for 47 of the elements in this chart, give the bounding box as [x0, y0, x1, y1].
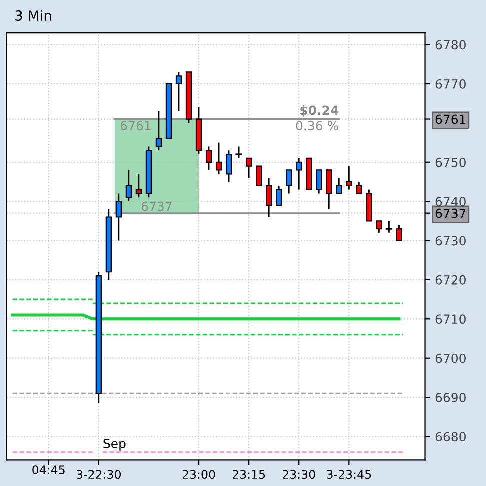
y-tick-label: 6700: [436, 354, 466, 364]
y-tick-label: 6690: [436, 393, 466, 402]
candlestick: [216, 142, 222, 175]
candlestick: [156, 110, 162, 152]
x-tick-label: 3-23:45: [327, 470, 372, 480]
candlestick: [286, 170, 292, 194]
candlestick: [346, 166, 352, 191]
y-tick-label: 6780: [436, 40, 466, 50]
candlestick: [236, 146, 242, 160]
x-tick-label: 23:30: [282, 470, 316, 480]
candlestick: [246, 158, 252, 179]
y-tick-label: 6720: [436, 275, 466, 285]
candlestick: [376, 220, 382, 234]
candlestick: [326, 170, 332, 210]
candlestick: [276, 185, 282, 206]
text: 04:45: [32, 466, 65, 475]
candlestick: [256, 166, 262, 186]
candlestick: [206, 146, 212, 171]
candlestick: [336, 177, 342, 194]
candlestick: [356, 181, 362, 194]
candlestick: [176, 72, 182, 112]
x-tick-label: 3-22:30: [76, 470, 122, 480]
candlestick: [316, 170, 322, 194]
candlestick: [386, 220, 393, 234]
annotation: 6737: [142, 202, 172, 212]
candlestick: [116, 193, 122, 242]
y-tick-label: 6740: [436, 197, 466, 206]
y-tick-label: 6750: [436, 158, 466, 168]
y-tick-label: 6737: [436, 208, 466, 218]
annotation: Sep: [104, 438, 126, 451]
y-tick-label: 6770: [436, 79, 466, 89]
candlestick: [266, 177, 272, 218]
candlestick: [296, 158, 302, 191]
candlestick: [226, 150, 232, 183]
annotation: $0.24: [300, 106, 339, 117]
y-tick-label: 6680: [436, 432, 466, 442]
chart-title: 3 Min: [16, 10, 52, 22]
x-tick-label: 23:00: [182, 470, 216, 480]
y-tick-label: 6730: [436, 236, 466, 246]
annotation: 6761: [120, 121, 151, 131]
annotation: 0.36 %: [296, 121, 338, 131]
candlestick: [126, 170, 132, 202]
candlestick: [136, 173, 142, 198]
candlestick: [396, 224, 402, 242]
x-tick-label: 23:15: [232, 470, 266, 480]
y-tick-label: 6761: [436, 114, 466, 124]
y-tick-label: 6710: [436, 314, 466, 324]
